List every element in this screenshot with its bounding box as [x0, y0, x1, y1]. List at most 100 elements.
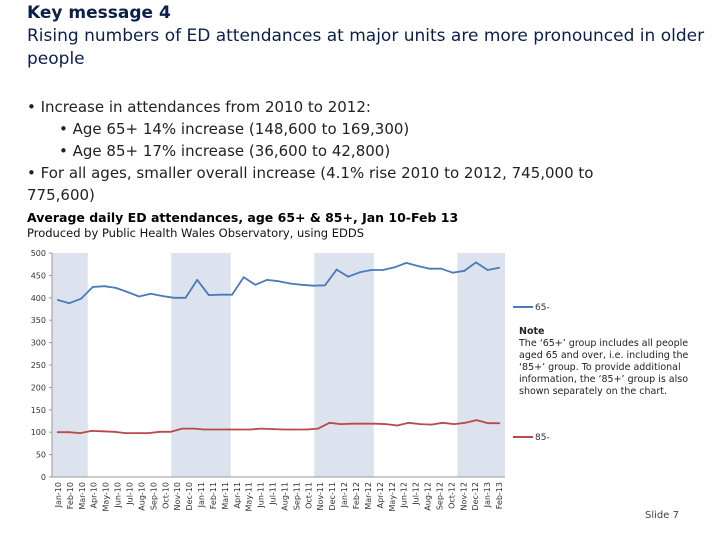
x-tick-label: Sep-11	[292, 482, 301, 510]
x-tick-label: Jul-12	[412, 482, 421, 506]
x-tick-label: Nov-10	[173, 482, 182, 510]
legend-label: 65-	[535, 303, 550, 313]
chart-title: Average daily ED attendances, age 65+ & …	[27, 210, 459, 225]
data-point	[453, 423, 455, 426]
data-point	[486, 269, 489, 271]
data-point	[430, 423, 433, 426]
winter-shading-band	[52, 253, 88, 477]
data-point	[207, 294, 210, 297]
data-point	[300, 283, 303, 286]
bullet-item: • Increase in attendances from 2010 to 2…	[27, 98, 371, 116]
data-point	[124, 432, 127, 434]
data-point	[382, 269, 384, 271]
bullet-list: • Increase in attendances from 2010 to 2…	[27, 96, 707, 206]
data-point	[215, 428, 218, 431]
bullet-continuation: 775,600)	[27, 186, 95, 204]
x-tick-label: Dec-12	[471, 482, 480, 511]
x-tick-label: Jan-12	[340, 482, 349, 508]
data-point	[260, 427, 263, 430]
y-tick-label: 50	[36, 451, 46, 460]
data-point	[339, 423, 342, 426]
data-point	[498, 266, 501, 269]
data-point	[91, 286, 94, 288]
data-point	[138, 295, 141, 298]
data-point	[249, 428, 252, 431]
bullet-item: • For all ages, smaller overall increase…	[27, 164, 594, 182]
data-point	[68, 302, 71, 305]
data-point	[475, 261, 477, 264]
data-point	[440, 267, 443, 270]
x-tick-label: Sep-10	[149, 482, 158, 510]
data-point	[385, 423, 387, 426]
data-point	[242, 276, 245, 279]
data-point	[68, 431, 70, 434]
x-tick-label: Jan-13	[483, 482, 492, 508]
x-tick-label: Jun-11	[257, 482, 266, 509]
data-point	[219, 293, 222, 296]
chart-subtitle: Produced by Public Health Wales Observat…	[27, 226, 365, 240]
data-point	[254, 283, 257, 286]
data-point	[475, 419, 478, 422]
x-tick-label: Dec-10	[185, 482, 194, 511]
data-point	[90, 429, 93, 432]
winter-shading-band	[457, 253, 505, 477]
data-point	[136, 432, 138, 434]
data-point	[203, 428, 206, 431]
data-point	[324, 284, 326, 287]
data-point	[407, 421, 410, 424]
data-point	[416, 265, 419, 267]
x-tick-label: May-12	[388, 482, 397, 511]
x-tick-label: Jul-11	[269, 482, 278, 506]
y-tick-label: 450	[31, 271, 46, 280]
slide-title-message: Rising numbers of ED attendances at majo…	[27, 26, 705, 69]
data-point	[312, 284, 315, 287]
data-point	[158, 430, 161, 433]
data-point	[393, 266, 396, 269]
data-point	[498, 422, 501, 425]
data-point	[428, 267, 431, 270]
data-point	[347, 275, 350, 278]
data-point	[419, 423, 421, 426]
y-tick-label: 250	[31, 361, 46, 370]
x-tick-label: Feb-11	[209, 482, 218, 509]
x-tick-label: Mar-11	[221, 482, 230, 510]
data-point	[358, 271, 361, 274]
data-point	[362, 422, 365, 425]
data-point	[231, 293, 233, 296]
data-point	[161, 295, 164, 297]
y-tick-label: 200	[31, 383, 46, 392]
data-point	[441, 421, 444, 424]
data-point	[487, 422, 489, 425]
data-point	[317, 427, 320, 430]
data-point	[226, 428, 229, 431]
x-tick-label: Apr-12	[376, 482, 385, 508]
x-tick-label: Oct-10	[161, 482, 170, 509]
x-tick-label: Nov-12	[459, 482, 468, 510]
note-title: Note	[519, 326, 545, 337]
x-tick-label: Dec-11	[328, 482, 337, 511]
data-point	[289, 282, 292, 285]
y-tick-label: 350	[31, 316, 46, 325]
winter-shading-band	[314, 253, 374, 477]
data-point	[56, 431, 59, 434]
data-point	[464, 421, 467, 424]
x-tick-label: Feb-13	[495, 482, 504, 509]
x-tick-label: May-10	[102, 482, 111, 511]
data-point	[192, 427, 195, 430]
y-tick-label: 300	[31, 339, 46, 348]
data-point	[173, 296, 175, 299]
data-point	[294, 428, 297, 431]
data-point	[181, 427, 184, 430]
x-tick-label: Aug-11	[280, 482, 289, 511]
data-point	[56, 299, 59, 301]
x-tick-label: Oct-11	[304, 482, 313, 509]
plot-area	[52, 253, 505, 477]
data-point	[184, 296, 187, 299]
x-tick-label: Feb-12	[352, 482, 361, 509]
y-tick-label: 0	[41, 473, 46, 482]
chart-note: Note The ‘65+’ group includes all people…	[519, 326, 704, 398]
slide-title: Key message 4 Rising numbers of ED atten…	[27, 2, 707, 71]
x-tick-label: Nov-11	[316, 482, 325, 510]
data-point	[80, 297, 82, 300]
x-tick-label: Mar-12	[364, 482, 373, 510]
